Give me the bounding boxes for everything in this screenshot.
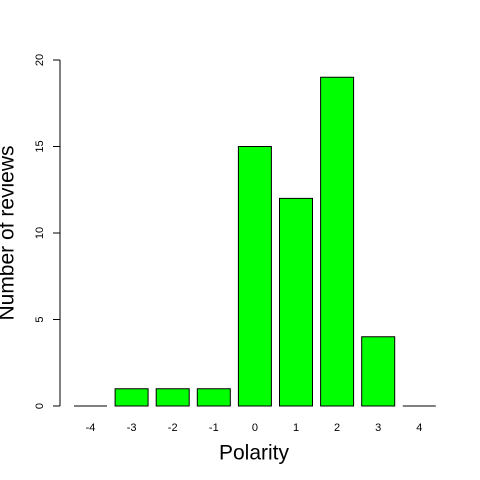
- x-tick-label: 1: [293, 422, 299, 434]
- x-tick-label: -2: [168, 422, 178, 434]
- x-axis-title: Polarity: [219, 442, 290, 465]
- bar: [279, 197, 313, 407]
- x-tick-label: 3: [375, 422, 381, 434]
- bar: [320, 76, 355, 407]
- x-tick-label: -3: [127, 422, 137, 434]
- bar: [196, 388, 231, 407]
- y-tick-label: 10: [34, 227, 46, 239]
- bar: [155, 388, 190, 407]
- bar: [114, 388, 149, 407]
- x-tick-label: 0: [252, 422, 258, 434]
- x-tick-label: 2: [334, 422, 340, 434]
- y-tick-label: 20: [34, 54, 46, 66]
- y-tick-label: 5: [34, 316, 46, 322]
- x-tick-label: -1: [209, 422, 219, 434]
- x-tick-label: -4: [86, 422, 96, 434]
- bar: [361, 336, 396, 407]
- y-tick-label: 0: [34, 403, 46, 409]
- y-axis-title: Number of reviews: [0, 145, 19, 320]
- y-tick-label: 15: [34, 140, 46, 152]
- x-tick-label: 4: [416, 422, 422, 434]
- bar: [237, 146, 272, 407]
